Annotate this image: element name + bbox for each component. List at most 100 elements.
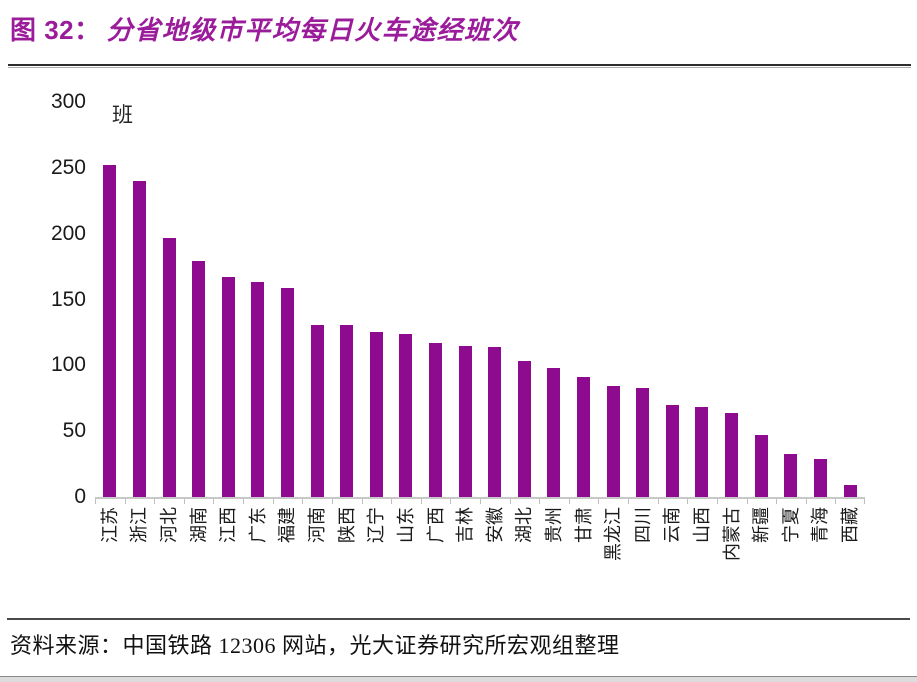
figure-title-text: 分省地级市平均每日火车途经班次: [106, 15, 520, 45]
y-axis-tick-label: 300: [50, 90, 86, 113]
bar-新疆: [754, 435, 768, 497]
x-slot: 浙江: [125, 505, 155, 617]
bar-slot: [421, 102, 451, 497]
bar-江苏: [103, 165, 117, 497]
x-slot: 山东: [391, 505, 421, 617]
x-axis-label: 辽宁: [366, 507, 387, 543]
axis-tick: [213, 499, 215, 504]
bar-内蒙古: [725, 412, 739, 497]
bar-slot: [628, 102, 658, 497]
x-axis-label: 青海: [810, 507, 831, 543]
footer-divider: [7, 618, 910, 620]
bar-slot: [273, 102, 303, 497]
axis-tick: [568, 499, 570, 504]
axis-tick: [509, 499, 511, 504]
axis-tick: [361, 499, 363, 504]
bar-slot: [806, 102, 836, 497]
bar-西藏: [843, 485, 857, 497]
bar-slot: [302, 102, 332, 497]
x-axis-ticks: [95, 499, 865, 505]
bar-slot: [125, 102, 155, 497]
x-slot: 内蒙古: [717, 505, 747, 617]
axis-tick: [391, 499, 393, 504]
axis-tick: [687, 499, 689, 504]
bar-山东: [399, 333, 413, 497]
bar-slot: [569, 102, 599, 497]
x-slot: 黑龙江: [598, 505, 628, 617]
bar-云南: [665, 404, 679, 497]
axis-tick: [124, 499, 126, 504]
y-axis-tick-label: 200: [50, 221, 86, 245]
axis-tick: [420, 499, 422, 504]
x-slot: 宁夏: [776, 505, 806, 617]
x-axis-label: 湖北: [514, 507, 535, 543]
x-axis-label: 云南: [662, 507, 683, 543]
x-axis-label: 湖南: [188, 507, 209, 543]
x-axis-label: 福建: [277, 507, 298, 543]
bar-青海: [813, 458, 827, 497]
x-axis-label: 宁夏: [780, 507, 801, 543]
axis-tick: [480, 499, 481, 504]
bar-slot: [480, 102, 510, 497]
x-slot: 山西: [687, 505, 717, 617]
bar-slot: [835, 102, 865, 497]
bar-slot: [598, 102, 628, 497]
x-axis-label: 山西: [691, 507, 712, 543]
bar-slot: [717, 102, 747, 497]
title-divider: [8, 64, 911, 66]
x-slot: 江西: [213, 505, 243, 617]
bar-四川: [636, 387, 650, 497]
x-axis-label: 江西: [218, 507, 239, 543]
y-axis-tick-label: 100: [50, 353, 86, 377]
x-slot: 湖北: [510, 505, 540, 617]
y-axis-tick-label: 0: [74, 485, 86, 508]
figure-number: 图 32：: [10, 15, 101, 45]
axis-tick: [243, 499, 245, 504]
x-slot: 吉林: [450, 505, 480, 617]
x-slot: 江苏: [95, 505, 125, 617]
bottom-border: [0, 676, 917, 682]
source-note: 资料来源：中国铁路 12306 网站，光大证券研究所宏观组整理: [10, 633, 620, 658]
x-slot: 辽宁: [361, 505, 391, 617]
x-axis-label: 浙江: [129, 507, 150, 543]
bar-陕西: [340, 324, 354, 497]
y-axis: 0 50 100 150 200 250 300: [0, 91, 88, 508]
axis-tick: [657, 499, 659, 504]
x-slot: 福建: [273, 505, 303, 617]
x-slot: 甘肃: [569, 505, 599, 617]
axis-tick: [628, 499, 630, 504]
bar-安徽: [488, 346, 502, 497]
axis-tick: [154, 499, 156, 504]
bar-slot: [450, 102, 480, 497]
bar-浙江: [132, 181, 146, 497]
x-axis-label: 黑龙江: [603, 507, 624, 561]
title-divider-shadow: [8, 67, 911, 68]
bar-吉林: [458, 345, 472, 497]
figure-title: 图 32： 分省地级市平均每日火车途经班次: [10, 10, 519, 47]
x-slot: 河北: [154, 505, 184, 617]
bar-湖南: [192, 261, 206, 497]
bar-黑龙江: [606, 386, 620, 497]
x-slot: 青海: [806, 505, 836, 617]
axis-tick: [776, 499, 778, 504]
bar-slot: [687, 102, 717, 497]
x-axis-label: 西藏: [840, 507, 861, 543]
axis-tick: [716, 499, 718, 504]
bar-slot: [213, 102, 243, 497]
x-slot: 安徽: [480, 505, 510, 617]
x-slot: 西藏: [835, 505, 865, 617]
bar-广东: [251, 282, 265, 497]
axis-tick: [746, 499, 748, 504]
x-axis-label: 内蒙古: [721, 507, 742, 561]
x-axis-label: 四川: [632, 507, 653, 543]
x-axis-label: 广东: [247, 507, 268, 543]
y-axis-tick-label: 250: [50, 155, 86, 179]
x-axis-label: 江苏: [99, 507, 120, 543]
x-slot: 广西: [421, 505, 451, 617]
x-axis-label: 河北: [159, 507, 180, 543]
bar-slot: [776, 102, 806, 497]
x-axis-label: 安徽: [484, 507, 505, 543]
axis-tick: [539, 499, 541, 504]
bar-slot: [95, 102, 125, 497]
